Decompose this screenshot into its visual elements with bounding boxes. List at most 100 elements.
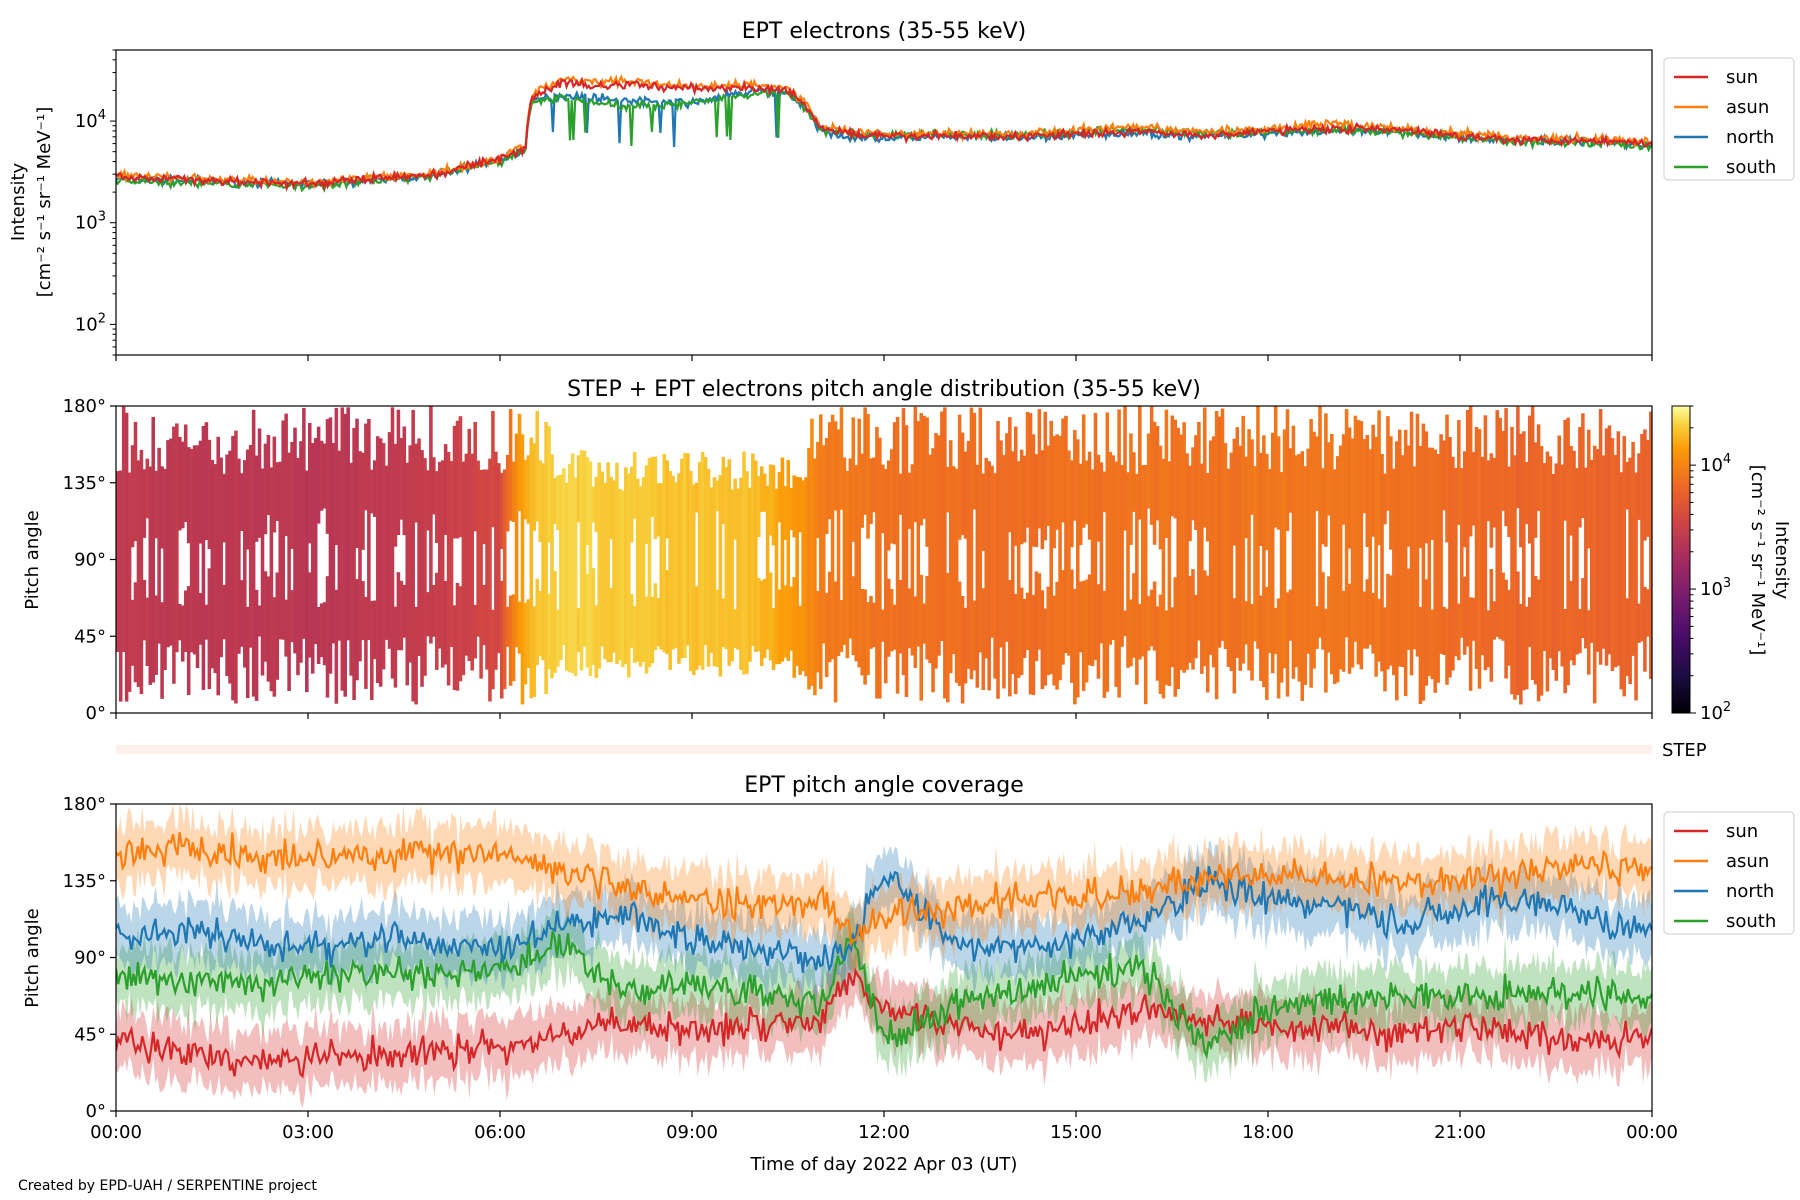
- heatmap-cell: [718, 475, 723, 677]
- heatmap-cell: [1005, 433, 1009, 642]
- heatmap-cell: [352, 427, 356, 700]
- heatmap-cell: [615, 462, 619, 665]
- heatmap-cell: [1223, 443, 1228, 649]
- heatmap-cell: [1640, 434, 1644, 642]
- heatmap-cell: [1604, 428, 1609, 666]
- heatmap-cell: [1061, 570, 1065, 665]
- heatmap-cell: [1158, 445, 1163, 550]
- heatmap-cell: [1389, 575, 1393, 666]
- heatmap-cell: [1397, 429, 1402, 667]
- heatmap-cell: [694, 586, 699, 670]
- heatmap-cell: [1268, 469, 1272, 653]
- heatmap-cell: [1598, 409, 1603, 665]
- heatmap-cell: [198, 440, 203, 544]
- heatmap-cell: [275, 462, 280, 521]
- heatmap-cell: [393, 606, 398, 688]
- series-line-south: [116, 88, 1652, 193]
- heatmap-cell: [1634, 472, 1638, 701]
- heatmap-cell: [1587, 610, 1591, 675]
- heatmap-cell: [225, 454, 229, 677]
- heatmap-cell: [443, 581, 448, 665]
- heatmap-cell: [1034, 571, 1039, 662]
- heatmap-cell: [1332, 469, 1337, 685]
- heatmap-cell: [121, 406, 126, 652]
- heatmap-cell: [325, 419, 330, 534]
- legend-box: [1663, 811, 1795, 935]
- heatmap-cell: [1445, 414, 1449, 543]
- heatmap-cell: [609, 587, 613, 663]
- heatmap-cell: [966, 441, 971, 669]
- heatmap-cell: [922, 603, 926, 644]
- heatmap-cell: [343, 413, 347, 697]
- heatmap-cell: [302, 407, 306, 639]
- heatmap-cell: [1022, 599, 1027, 658]
- heatmap-cell: [240, 473, 244, 531]
- heatmap-cell: [1442, 606, 1446, 655]
- heatmap-cell: [526, 599, 531, 669]
- heatmap-cell: [1409, 411, 1414, 676]
- heatmap-cell: [629, 466, 634, 543]
- heatmap-cell: [1548, 456, 1553, 659]
- heatmap-cell: [1135, 473, 1139, 685]
- heatmap-cell: [1468, 597, 1473, 691]
- heatmap-cell: [1539, 446, 1544, 696]
- heatmap-cell: [222, 473, 226, 543]
- heatmap-cell: [1315, 606, 1319, 649]
- panel-pitch-angle-distribution: STEP + EPT electrons pitch angle distrib…: [22, 377, 1792, 761]
- heatmap-cell: [198, 593, 203, 645]
- heatmap-cell: [981, 473, 986, 551]
- heatmap-cell: [1084, 579, 1089, 683]
- heatmap-cell: [827, 571, 832, 663]
- heatmap-cell: [795, 476, 799, 666]
- heatmap-cell: [1489, 453, 1494, 548]
- heatmap-cell: [768, 464, 773, 536]
- heatmap-cell: [1270, 432, 1275, 674]
- heatmap-cell: [715, 589, 720, 668]
- heatmap-cell: [1365, 579, 1370, 649]
- heatmap-cell: [975, 464, 980, 688]
- coverage-band-asun: [116, 804, 1652, 981]
- heatmap-cell: [1155, 426, 1160, 521]
- heatmap-cell: [1170, 415, 1175, 517]
- heatmap-cell: [1504, 408, 1508, 527]
- heatmap-cell: [1108, 451, 1113, 645]
- heatmap-cell: [612, 480, 616, 653]
- heatmap-cell: [1244, 456, 1248, 539]
- heatmap-cell: [213, 464, 218, 674]
- heatmap-cell: [1513, 455, 1517, 700]
- y-tick-label: 45°: [74, 626, 106, 647]
- heatmap-cell: [1123, 610, 1127, 637]
- heatmap-cell: [1324, 413, 1328, 547]
- heatmap-cell: [157, 447, 161, 644]
- heatmap-cell: [411, 409, 415, 702]
- heatmap-cell: [228, 450, 232, 684]
- heatmap-cell: [1191, 569, 1195, 670]
- credit-text: Created by EPD-UAH / SERPENTINE project: [18, 1178, 317, 1194]
- heatmap-cell: [1276, 598, 1281, 699]
- heatmap-cell: [833, 421, 838, 511]
- heatmap-cell: [337, 450, 342, 641]
- heatmap-cell: [505, 606, 510, 647]
- heatmap-cell: [1220, 408, 1225, 641]
- heatmap-cell: [694, 482, 699, 513]
- heatmap-cell: [180, 605, 185, 662]
- heatmap-cell: [1111, 455, 1115, 640]
- heatmap-cell: [1013, 426, 1018, 546]
- heatmap-cell: [1501, 572, 1505, 641]
- heatmap-cell: [1371, 424, 1375, 537]
- series-line-sun: [116, 967, 1652, 1079]
- heatmap-cell: [130, 445, 135, 548]
- heatmap-cell: [762, 473, 767, 512]
- heatmap-cell: [1008, 417, 1012, 533]
- x-tick-label: 00:00: [90, 1122, 142, 1143]
- heatmap-cell: [118, 470, 123, 702]
- heatmap-cell: [730, 489, 734, 662]
- heatmap-cell: [1601, 455, 1606, 649]
- heatmap-cell: [1492, 457, 1497, 528]
- heatmap-cell: [1578, 427, 1582, 528]
- heatmap-cell: [139, 449, 144, 695]
- legend-label-sun: sun: [1726, 67, 1758, 88]
- heatmap-cell: [957, 414, 962, 540]
- heatmap-cell: [372, 600, 377, 660]
- heatmap-cell: [712, 477, 717, 667]
